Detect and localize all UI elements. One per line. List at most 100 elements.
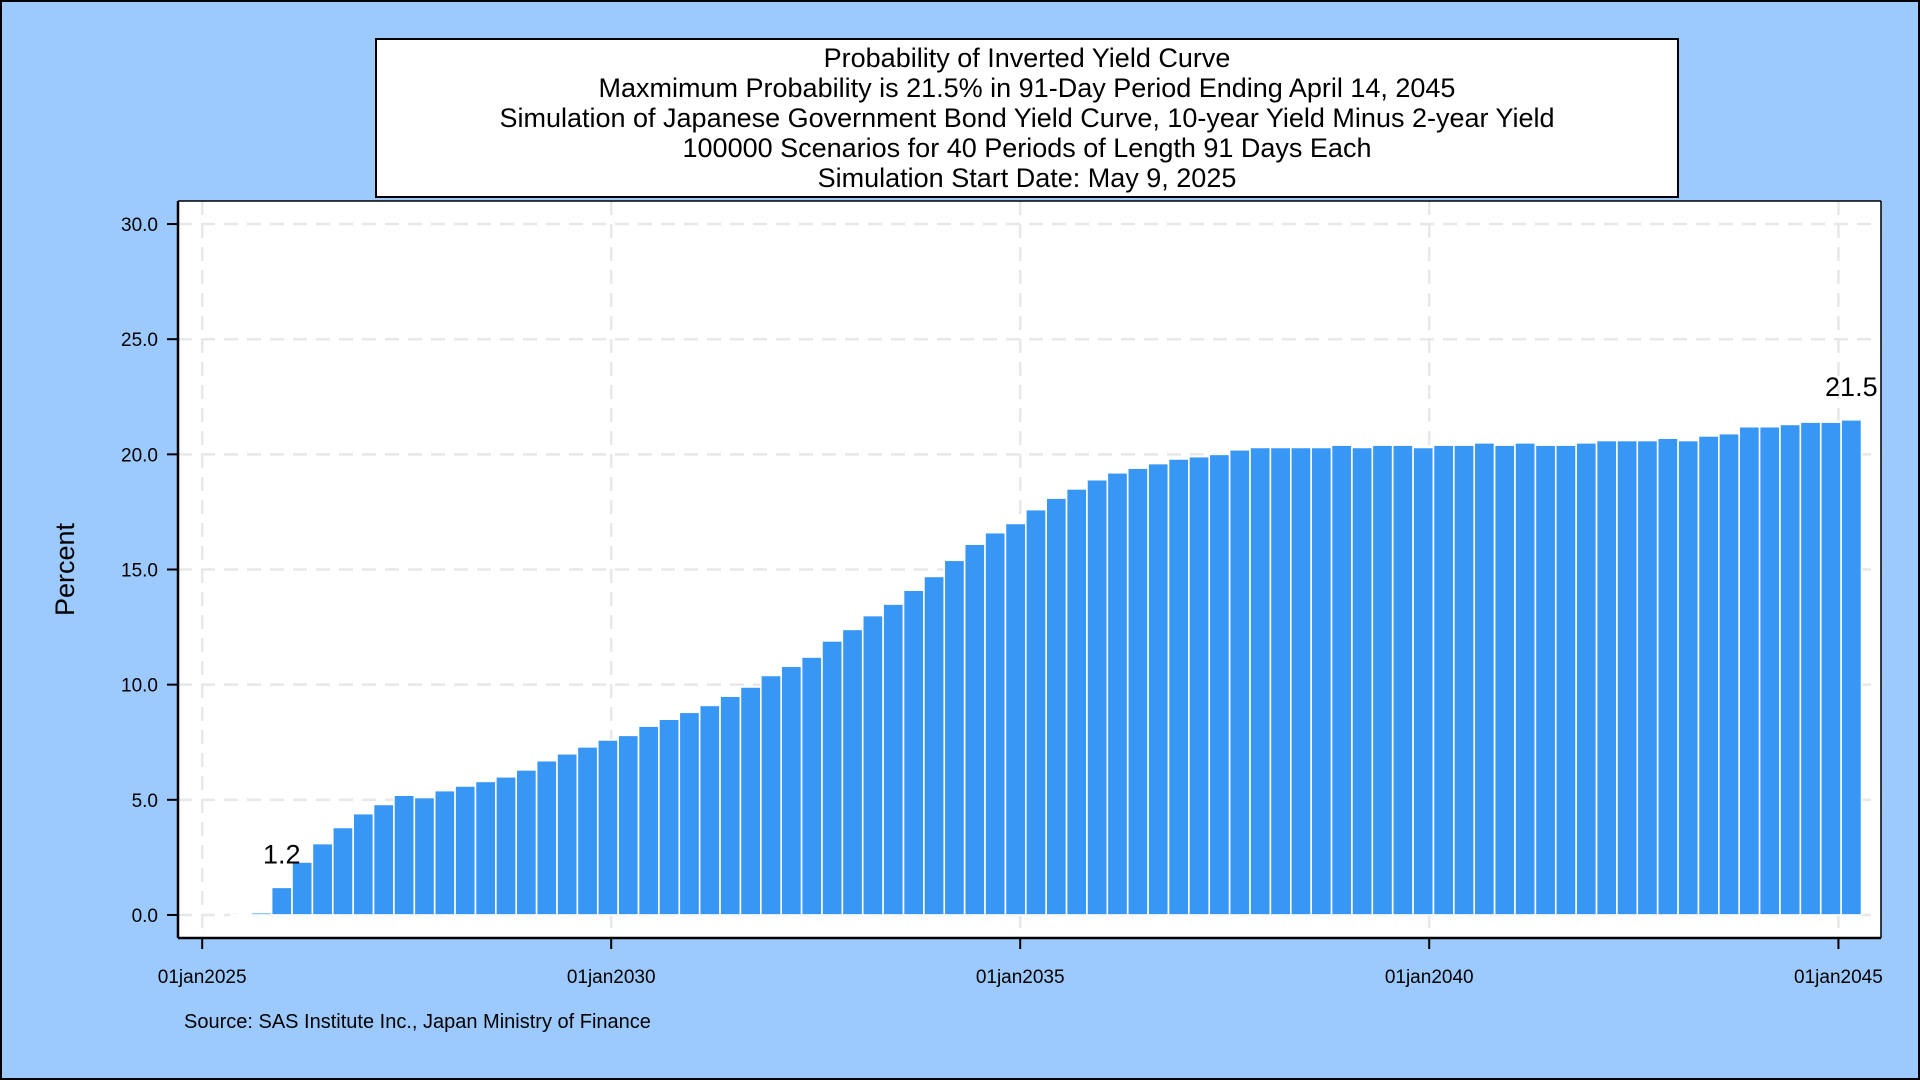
bar: [311, 842, 334, 916]
y-tick-label: 0.0: [132, 906, 158, 927]
bar: [1086, 478, 1109, 916]
x-tick-label: 01jan2035: [976, 967, 1065, 988]
chart-subtitle-max-probability: Maxmimum Probability is 21.5% in 91-Day …: [598, 73, 1456, 103]
bar: [556, 752, 579, 916]
bar: [413, 796, 436, 916]
y-axis-title: Percent: [50, 522, 80, 616]
bar: [1453, 444, 1476, 916]
bar: [230, 914, 253, 917]
bar: [495, 775, 518, 916]
bar: [719, 695, 742, 916]
bar: [1738, 425, 1761, 916]
bar: [1310, 446, 1333, 916]
bar: [1819, 421, 1842, 916]
bar: [658, 718, 681, 916]
bar: [800, 656, 823, 916]
bar: [1391, 444, 1414, 916]
bar: [1269, 446, 1292, 916]
bar: [1106, 471, 1129, 916]
bar: [1249, 446, 1272, 916]
bar: [515, 769, 538, 916]
bar: [1045, 497, 1068, 916]
bar: [1554, 444, 1577, 916]
bar: [433, 789, 456, 916]
bar: [902, 589, 925, 916]
bar: [1636, 439, 1659, 916]
bar: [984, 531, 1007, 916]
bar: [1656, 437, 1679, 916]
bar: [1208, 453, 1231, 916]
bar: [393, 794, 416, 916]
bar: [1758, 425, 1781, 916]
bar: [270, 886, 293, 916]
bar: [739, 686, 762, 916]
bar: [882, 603, 905, 916]
bar: [1575, 442, 1598, 916]
chart-title: Probability of Inverted Yield Curve: [823, 43, 1231, 73]
x-tick-label: 01jan2040: [1385, 967, 1474, 988]
annotation-layer: 1.2 21.5: [263, 372, 1878, 870]
x-tick-label: 01jan2045: [1794, 967, 1883, 988]
bar: [474, 780, 497, 916]
bar: [1514, 442, 1537, 916]
bar: [1371, 444, 1394, 916]
bar: [637, 725, 660, 916]
source-note: Source: SAS Institute Inc., Japan Minist…: [184, 1011, 651, 1033]
bar: [1025, 508, 1047, 916]
chart-subtitle-simulation: Simulation of Japanese Government Bond Y…: [499, 103, 1555, 133]
bar: [1065, 488, 1088, 916]
y-tick-label: 5.0: [132, 791, 158, 812]
x-tick-label: 01jan2030: [567, 967, 656, 988]
bar-value-label: 1.2: [263, 839, 301, 869]
bar: [596, 739, 619, 916]
axis-layer: 0.0 5.0 10.0 15.0 20.0 25.0 30.0 01jan2025 01jan…: [121, 200, 1883, 988]
bar: [841, 628, 864, 916]
y-tick-label: 10.0: [121, 676, 158, 697]
bar: [1779, 423, 1802, 916]
chart-subtitle-start-date: Simulation Start Date: May 9, 2025: [817, 163, 1237, 193]
bar: [617, 734, 640, 916]
bar-value-label: 21.5: [1825, 372, 1878, 402]
bar: [576, 746, 599, 916]
bar: [760, 674, 783, 916]
y-tick-label: 30.0: [121, 215, 158, 236]
bar: [861, 614, 884, 916]
bar: [535, 759, 558, 916]
bar: [1616, 439, 1639, 916]
bar: [1840, 418, 1863, 916]
bar: [963, 543, 986, 916]
bar: [1412, 446, 1435, 916]
bar: [331, 826, 354, 916]
bar: [1799, 421, 1822, 916]
bar: [1432, 444, 1455, 916]
bar: [943, 559, 966, 916]
bar: [250, 911, 273, 916]
bar: [1534, 444, 1557, 916]
bar: [1493, 444, 1516, 916]
bar: [1330, 444, 1353, 916]
bar: [1147, 462, 1170, 916]
bar: [1167, 458, 1190, 916]
bar: [1126, 467, 1149, 916]
bar: [372, 803, 395, 916]
bar: [821, 640, 844, 916]
bar-layer: [230, 418, 1863, 917]
bar: [1004, 522, 1027, 916]
bar: [1677, 439, 1700, 916]
bar: [454, 785, 477, 916]
y-tick-label: 15.0: [121, 561, 158, 582]
y-tick-label: 20.0: [121, 445, 158, 466]
bar: [678, 711, 701, 916]
bar: [352, 812, 375, 916]
bar: [923, 575, 946, 916]
bar: [1188, 455, 1211, 916]
y-tick-label: 25.0: [121, 330, 158, 351]
bar: [291, 861, 314, 916]
bar: [698, 704, 721, 916]
bar: [780, 665, 803, 916]
bar: [1228, 448, 1251, 916]
bar: [1595, 439, 1618, 916]
bar: [1718, 432, 1741, 916]
x-tick-label: 01jan2025: [158, 967, 247, 988]
